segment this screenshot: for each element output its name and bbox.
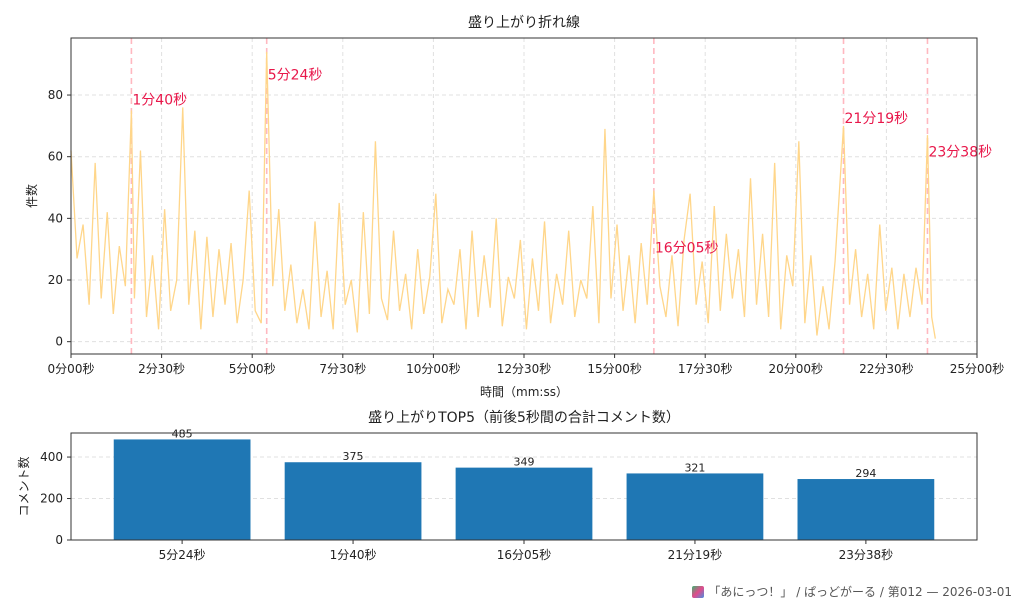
x-tick-label: 16分05秒 — [497, 548, 552, 562]
y-tick-label: 400 — [40, 450, 63, 464]
y-tick-label: 60 — [48, 150, 63, 164]
x-tick-label: 5分24秒 — [159, 548, 206, 562]
bar-value-label: 294 — [855, 467, 876, 480]
peak-label: 21分19秒 — [845, 111, 909, 127]
peak-label: 5分24秒 — [268, 68, 323, 84]
bar-value-label: 485 — [172, 427, 193, 440]
y-axis-label: コメント数 — [16, 456, 31, 516]
y-axis-label: 件数 — [24, 184, 39, 208]
y-tick-label: 0 — [55, 533, 63, 547]
y-tick-label: 200 — [40, 492, 63, 506]
x-tick-label: 12分30秒 — [497, 362, 552, 376]
bar-value-label: 349 — [514, 456, 535, 469]
x-tick-label: 20分00秒 — [769, 362, 824, 376]
bar — [797, 479, 935, 540]
y-tick-label: 0 — [55, 335, 63, 349]
peak-label: 1分40秒 — [132, 92, 187, 108]
bar — [626, 473, 764, 540]
x-tick-label: 5分00秒 — [229, 362, 276, 376]
bar — [284, 462, 422, 540]
x-tick-label: 1分40秒 — [330, 548, 377, 562]
footer: 「あにっつ！」 / ぱっどがーる / 第012 — 2026-03-01 — [692, 583, 1012, 600]
x-tick-label: 22分30秒 — [859, 362, 914, 376]
bar — [455, 467, 593, 540]
x-tick-label: 23分38秒 — [839, 548, 894, 562]
x-tick-label: 2分30秒 — [138, 362, 185, 376]
y-tick-label: 80 — [48, 88, 63, 102]
x-tick-label: 0分00秒 — [48, 362, 95, 376]
bar — [113, 439, 251, 540]
chart-title: 盛り上がりTOP5（前後5秒間の合計コメント数） — [368, 409, 680, 426]
x-tick-label: 10分00秒 — [406, 362, 461, 376]
peak-label: 16分05秒 — [655, 240, 719, 256]
x-tick-label: 21分19秒 — [668, 548, 723, 562]
peak-label: 23分38秒 — [928, 145, 992, 161]
x-tick-label: 25分00秒 — [950, 362, 1005, 376]
series-line — [70, 51, 936, 339]
x-tick-label: 15分00秒 — [587, 362, 642, 376]
chart-title: 盛り上がり折れ線 — [468, 15, 580, 31]
y-tick-label: 40 — [48, 211, 63, 225]
x-tick-label: 7分30秒 — [319, 362, 366, 376]
plot-frame — [70, 432, 978, 541]
footer-text: 「あにっつ！」 / ぱっどがーる / 第012 — 2026-03-01 — [708, 585, 1012, 599]
bar-value-label: 375 — [343, 450, 364, 463]
y-tick-label: 20 — [48, 273, 63, 287]
plot-frame — [70, 37, 978, 355]
bar-value-label: 321 — [684, 461, 705, 474]
app-logo-icon — [692, 585, 705, 598]
x-axis-label: 時間（mm:ss） — [480, 385, 568, 399]
x-tick-label: 17分30秒 — [678, 362, 733, 376]
